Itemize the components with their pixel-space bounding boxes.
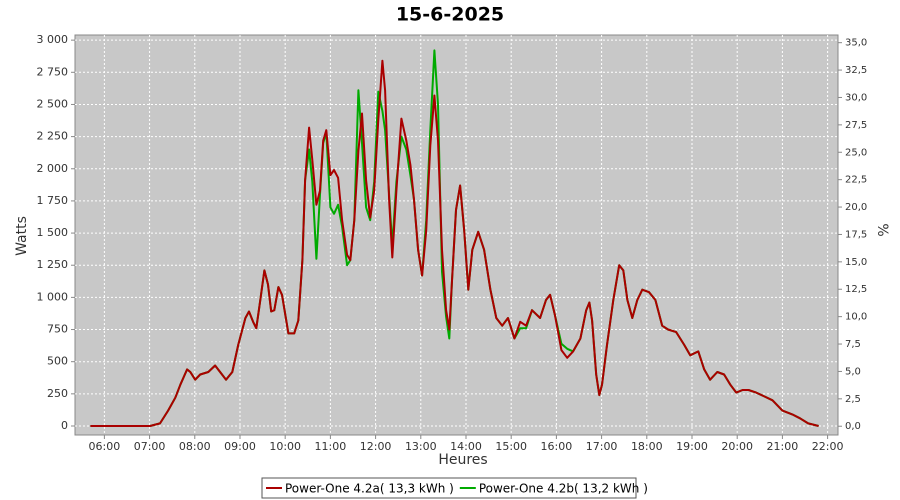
- y2-tick-label: 15,0: [845, 257, 867, 268]
- x-tick-label: 07:00: [134, 440, 166, 453]
- chart-title: 15-6-2025: [396, 4, 504, 26]
- x-tick-label: 20:00: [721, 440, 753, 453]
- y2-axis-label: %: [874, 223, 890, 236]
- y2-tick-label: 17,5: [845, 229, 867, 240]
- x-tick-label: 19:00: [676, 440, 708, 453]
- y2-tick-label: 22,5: [845, 175, 867, 186]
- y-tick-label: 1 250: [37, 258, 69, 271]
- legend-label: Power-One 4.2b( 13,2 kWh ): [479, 482, 648, 496]
- x-tick-label: 12:00: [360, 440, 392, 453]
- y2-tick-label: 7,5: [845, 339, 861, 350]
- y2-tick-label: 5,0: [845, 366, 861, 377]
- y-tick-label: 2 750: [37, 65, 69, 78]
- y2-tick-label: 10,0: [845, 312, 867, 323]
- x-tick-label: 21:00: [767, 440, 799, 453]
- y-tick-label: 250: [47, 387, 68, 400]
- x-tick-label: 11:00: [315, 440, 347, 453]
- y-tick-label: 2 500: [37, 97, 69, 110]
- y2-tick-label: 32,5: [845, 65, 867, 76]
- y2-tick-label: 12,5: [845, 284, 867, 295]
- legend: [261, 477, 637, 499]
- y2-tick-label: 2,5: [845, 394, 861, 405]
- y-tick-label: 1 500: [37, 226, 69, 239]
- y2-tick-label: 30,0: [845, 92, 867, 103]
- y2-tick-label: 35,0: [845, 38, 867, 49]
- y-tick-label: 500: [47, 355, 68, 368]
- x-tick-label: 22:00: [812, 440, 844, 453]
- y-tick-label: 0: [61, 419, 68, 432]
- y2-tick-label: 0,0: [845, 421, 861, 432]
- x-tick-label: 13:00: [405, 440, 437, 453]
- y-tick-label: 1 000: [37, 290, 69, 303]
- y-tick-label: 1 750: [37, 194, 69, 207]
- y-tick-label: 3 000: [37, 33, 69, 46]
- x-tick-label: 18:00: [631, 440, 663, 453]
- x-tick-label: 10:00: [269, 440, 301, 453]
- x-tick-label: 08:00: [179, 440, 211, 453]
- y-tick-label: 2 000: [37, 162, 69, 175]
- y-axis-label: Watts: [14, 216, 30, 256]
- x-tick-label: 14:00: [450, 440, 482, 453]
- x-tick-label: 16:00: [541, 440, 573, 453]
- x-axis-label: Heures: [438, 452, 487, 468]
- plot-area: [74, 34, 839, 436]
- y2-tick-label: 20,0: [845, 202, 867, 213]
- legend-label: Power-One 4.2a( 13,3 kWh ): [285, 482, 454, 496]
- series-line: [90, 59, 819, 427]
- y-tick-label: 750: [47, 323, 68, 336]
- x-tick-label: 09:00: [224, 440, 256, 453]
- y2-tick-label: 27,5: [845, 120, 867, 131]
- x-tick-label: 06:00: [89, 440, 121, 453]
- x-tick-label: 17:00: [586, 440, 618, 453]
- y-tick-label: 2 250: [37, 130, 69, 143]
- x-tick-label: 15:00: [495, 440, 527, 453]
- y2-tick-label: 25,0: [845, 147, 867, 158]
